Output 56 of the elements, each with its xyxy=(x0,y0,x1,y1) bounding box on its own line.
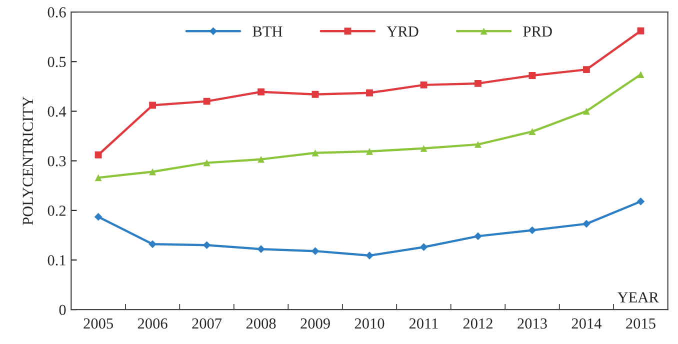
x-tick-label: 2008 xyxy=(246,318,276,329)
point xyxy=(94,212,102,221)
y-axis-title: POLYCENTRICITY xyxy=(22,96,34,225)
point xyxy=(637,27,644,34)
point xyxy=(582,108,590,115)
point xyxy=(474,140,482,148)
point xyxy=(257,245,265,254)
point xyxy=(94,151,102,158)
y-tick-label: 0.4 xyxy=(48,106,66,117)
point xyxy=(636,198,645,206)
point xyxy=(474,232,482,240)
legend-label: YRD xyxy=(386,26,418,37)
y-tick-label: 0.2 xyxy=(48,206,66,216)
x-tick-label: 2005 xyxy=(84,318,113,329)
y-tick-label: 0.1 xyxy=(48,255,66,266)
point xyxy=(258,88,265,96)
point xyxy=(528,226,536,234)
point xyxy=(528,128,536,136)
x-tick-label: 2014 xyxy=(572,318,602,329)
legend-label: PRD xyxy=(523,26,552,37)
point xyxy=(149,102,156,109)
point xyxy=(312,149,319,156)
point xyxy=(94,174,102,182)
x-tick-label: 2011 xyxy=(409,318,438,329)
point xyxy=(582,220,590,228)
point xyxy=(637,71,644,78)
x-tick-label: 2009 xyxy=(300,318,330,329)
point xyxy=(420,81,428,88)
y-tick-label: 0 xyxy=(59,304,66,316)
legend-label: BTH xyxy=(252,26,282,37)
x-tick-label: 2015 xyxy=(626,318,656,329)
point xyxy=(311,247,320,256)
point xyxy=(366,89,373,96)
point xyxy=(203,159,210,166)
y-tick-label: 0.3 xyxy=(48,156,66,166)
point xyxy=(420,243,428,252)
point xyxy=(149,168,156,176)
point xyxy=(366,252,374,260)
x-tick-label: 2013 xyxy=(518,318,547,329)
point xyxy=(258,156,265,163)
y-tick-label: 0.6 xyxy=(48,7,66,18)
point xyxy=(148,240,156,248)
point xyxy=(203,98,210,105)
point xyxy=(582,66,590,74)
point xyxy=(312,90,319,98)
x-axis-title: YEAR xyxy=(617,292,659,302)
point xyxy=(528,72,536,79)
x-tick-label: 2007 xyxy=(192,318,222,329)
point xyxy=(420,144,428,152)
y-tick-label: 0.5 xyxy=(48,56,66,68)
x-tick-label: 2012 xyxy=(463,318,492,329)
point xyxy=(202,241,211,250)
point xyxy=(366,148,373,155)
point xyxy=(474,80,482,87)
x-tick-label: 2010 xyxy=(354,318,384,329)
x-tick-label: 2006 xyxy=(138,318,168,329)
